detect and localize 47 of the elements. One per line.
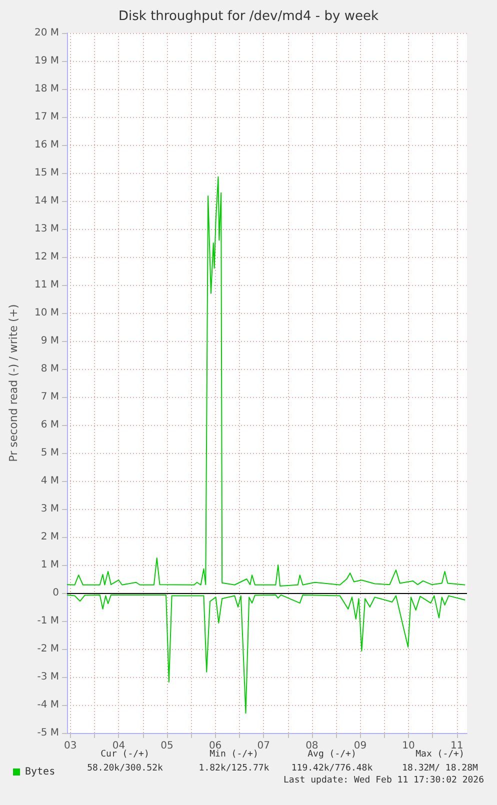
y-tick-label: -2 M [37,644,59,654]
text: 58.20k/300.52k [87,764,164,774]
y-tick-label: 16 M [34,140,59,150]
y-tick-label: 9 M [40,336,59,346]
chart-title: Disk throughput for /dev/md4 - by week [118,9,379,24]
y-tick-label: 13 M [34,224,59,234]
text: Avg (-/+) [308,750,356,760]
x-tick-label: 09 [354,740,367,752]
text: Last update: Wed Feb 11 17:30:02 2026 [284,776,484,786]
text: Cur (-/+) [100,750,150,760]
y-tick-label: 10 M [34,308,59,318]
y-tick-label: 5 M [40,448,59,458]
y-tick-label: 4 M [40,476,59,486]
y-tick-label: 7 M [40,392,59,402]
x-tick-label: 03 [64,740,77,752]
y-tick-label: 8 M [40,364,59,374]
y-tick-label: 2 M [40,532,59,542]
y-tick-label: 12 M [34,252,59,262]
text: 1.82k/125.77k [198,764,270,774]
text: 119.42k/776.48k [291,764,374,774]
y-tick-label: 17 M [34,112,59,122]
y-tick-label: 19 M [34,56,59,66]
line-series [66,176,466,586]
y-tick-label: 6 M [40,420,59,430]
x-tick-label: 08 [306,740,318,752]
text: Min (-/+) [210,750,258,760]
y-tick-label: -3 M [37,672,59,682]
y-tick-label: 11 M [34,280,59,290]
y-tick-label: -4 M [37,700,59,710]
y-tick-label: -5 M [37,728,59,738]
y-tick-label: 1 M [40,560,59,570]
legend-label: Bytes [25,766,56,778]
x-tick-label: 07 [257,740,270,752]
y-tick-label: -1 M [37,616,59,626]
text: 18.32M/ 18.28M [402,764,479,774]
y-tick-label: 3 M [40,504,59,514]
x-tick-label: 10 [402,740,415,752]
x-tick-label: 05 [160,740,174,752]
y-tick-label: 15 M [34,168,59,178]
y-tick-label: 0 [52,588,59,598]
y-tick-label: 20 M [34,28,59,38]
y-tick-label: 18 M [34,84,59,94]
x-tick-label: 04 [112,740,126,752]
y-axis-title: Pr second read (-) / write (+) [7,304,20,462]
line-series [66,594,466,714]
text: Max (-/+) [416,750,464,760]
y-tick-label: 14 M [34,196,59,206]
